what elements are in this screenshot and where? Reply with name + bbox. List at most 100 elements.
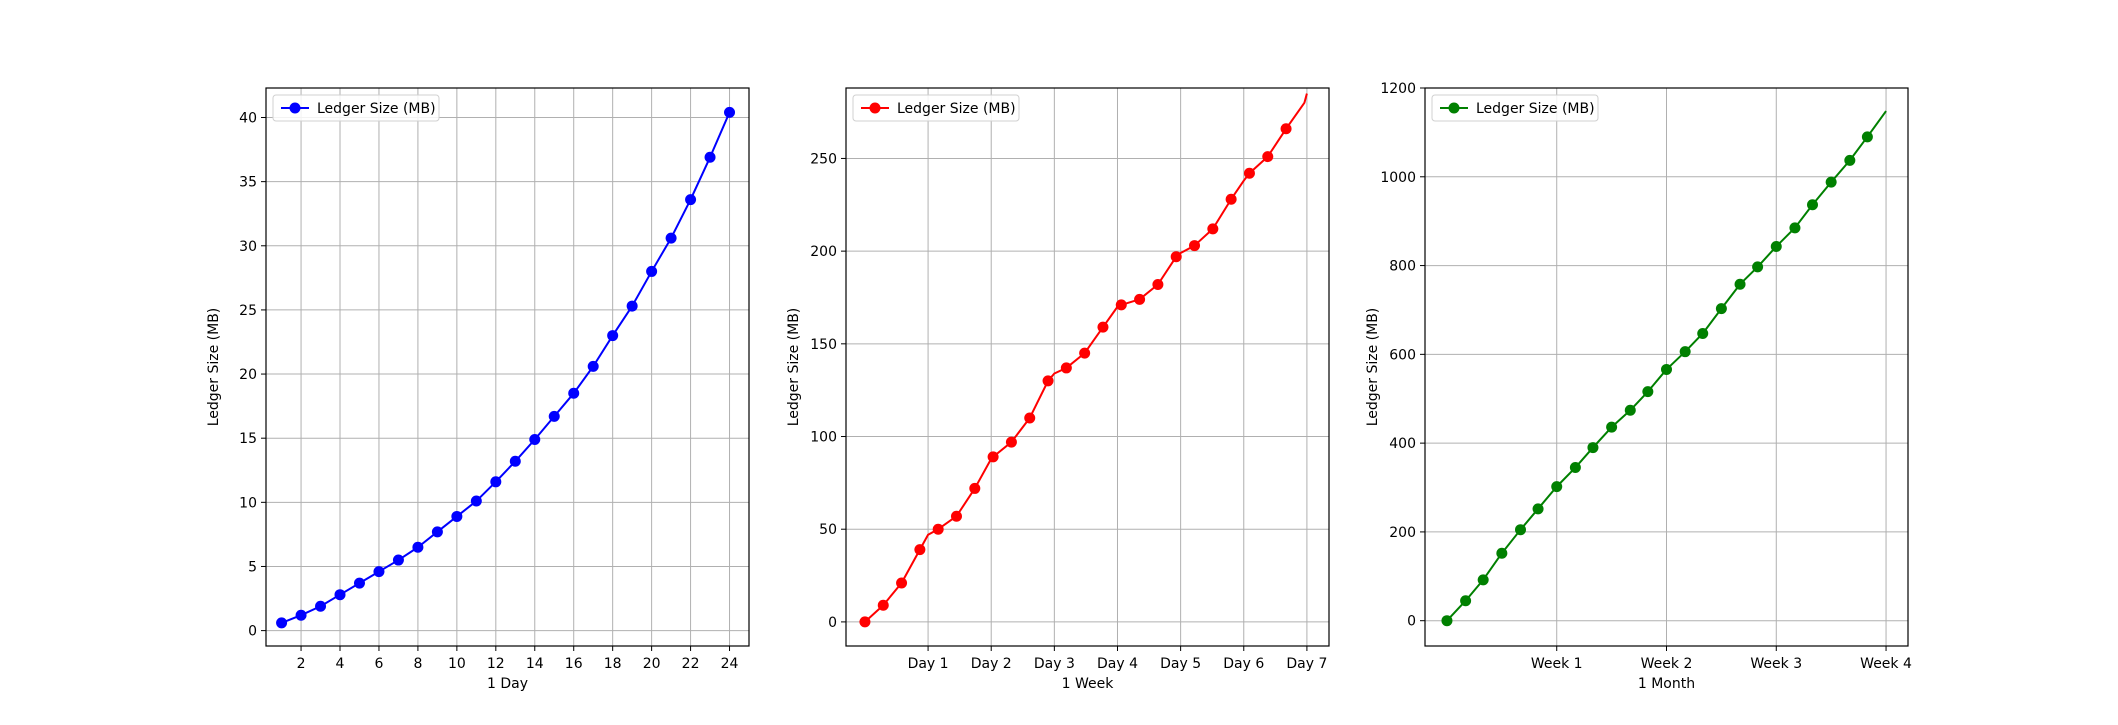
data-point [1134,293,1146,305]
y-axis-label: Ledger Size (MB) [206,308,222,427]
legend: Ledger Size (MB) [852,94,1020,122]
y-tick-label: 40 [239,111,257,127]
data-point [276,617,288,629]
data-point [1262,151,1274,163]
x-axis-label: 1 Week [1062,676,1115,692]
x-tick-label: 22 [682,656,700,672]
data-point [1587,442,1599,454]
y-tick-label: 100 [810,430,837,446]
data-point [1697,327,1709,339]
data-point [626,300,638,312]
x-tick-label: 4 [336,656,345,672]
data-point [987,451,999,463]
y-tick-label: 1200 [1380,81,1416,97]
y-tick-label: 15 [239,431,257,447]
data-point [1005,436,1017,448]
data-point [431,526,443,538]
data-point [353,577,365,589]
data-point [1024,412,1036,424]
data-point [1679,346,1691,358]
data-point [470,495,482,507]
chart-panel-3: Week 1 Week 2 Week 3 Week 4 0 200 400 600 800 100… [1365,81,1912,692]
legend-box [1431,94,1599,122]
data-point [896,577,908,589]
x-tick-label: 24 [721,656,739,672]
data-point [877,599,889,611]
data-point [1515,524,1527,536]
x-axis-label: 1 Month [1638,676,1695,692]
data-point [1569,462,1581,474]
data-point [685,194,697,206]
x-tick-label: 8 [413,656,422,672]
y-axis-label: Ledger Size (MB) [1365,308,1381,427]
y-tick-label: 150 [810,337,837,353]
data-point [373,566,385,578]
data-point [1170,251,1182,263]
series-markers [859,123,1292,628]
legend-marker-swatch [869,102,881,114]
data-point [1844,154,1856,166]
data-point [1060,362,1072,374]
grid [266,88,749,646]
x-tick-label: Day 2 [971,656,1012,672]
x-tick-label: Week 4 [1860,656,1912,672]
data-point [1715,303,1727,315]
y-tick-label: 400 [1389,436,1416,452]
x-tick-label: Day 5 [1160,656,1201,672]
data-point [334,589,346,601]
data-point [914,544,926,556]
data-point [1280,123,1292,135]
y-tick-label: 30 [239,239,257,255]
data-point [490,476,502,488]
x-tick-label: Day 7 [1286,656,1327,672]
axes-frame [845,87,1330,647]
y-tick-label: 200 [810,244,837,260]
y-tick-label: 10 [239,495,257,511]
x-tick-label: Week 3 [1750,656,1802,672]
y-tick-label: 250 [810,151,837,167]
y-tick-label: 25 [239,303,257,319]
data-point [1642,386,1654,398]
data-point [1243,167,1255,179]
x-tick-label: Week 2 [1641,656,1693,672]
data-point [1861,131,1873,143]
chart-panel-2: Day 1 Day 2 Day 3 Day 4 Day 5 Day 6 Day 7 0 50 10… [786,87,1330,692]
data-point [724,106,736,118]
y-tick-label: 50 [819,522,837,538]
data-point [950,510,962,522]
data-point [1079,347,1091,359]
y-tick-label: 5 [248,559,257,575]
x-tick-label: Day 4 [1097,656,1138,672]
data-point [1789,222,1801,234]
data-point [859,616,871,628]
legend: Ledger Size (MB) [1431,94,1599,122]
x-tick-label: Day 3 [1034,656,1075,672]
data-point [392,554,404,566]
y-tick-label: 20 [239,367,257,383]
legend-label: Ledger Size (MB) [1476,101,1595,117]
legend-marker-swatch [289,102,301,114]
data-point [1042,375,1054,387]
x-tick-label: 20 [643,656,661,672]
legend-marker-swatch [1448,102,1460,114]
data-point [548,410,560,422]
y-tick-label: 200 [1389,525,1416,541]
data-point [1115,299,1127,311]
legend-box [272,94,440,122]
data-point [1097,321,1109,333]
data-point [1532,503,1544,515]
data-point [1661,363,1672,375]
legend-label: Ledger Size (MB) [317,101,436,117]
series-line [281,111,731,624]
x-tick-label: 6 [374,656,383,672]
y-tick-label: 800 [1389,259,1416,275]
data-point [1460,595,1472,607]
data-point [1477,574,1489,586]
y-tick-label: 600 [1389,347,1416,363]
data-point [295,609,307,621]
data-point [1825,176,1837,188]
data-point [932,523,944,535]
data-point [646,265,658,277]
data-point [509,455,521,467]
